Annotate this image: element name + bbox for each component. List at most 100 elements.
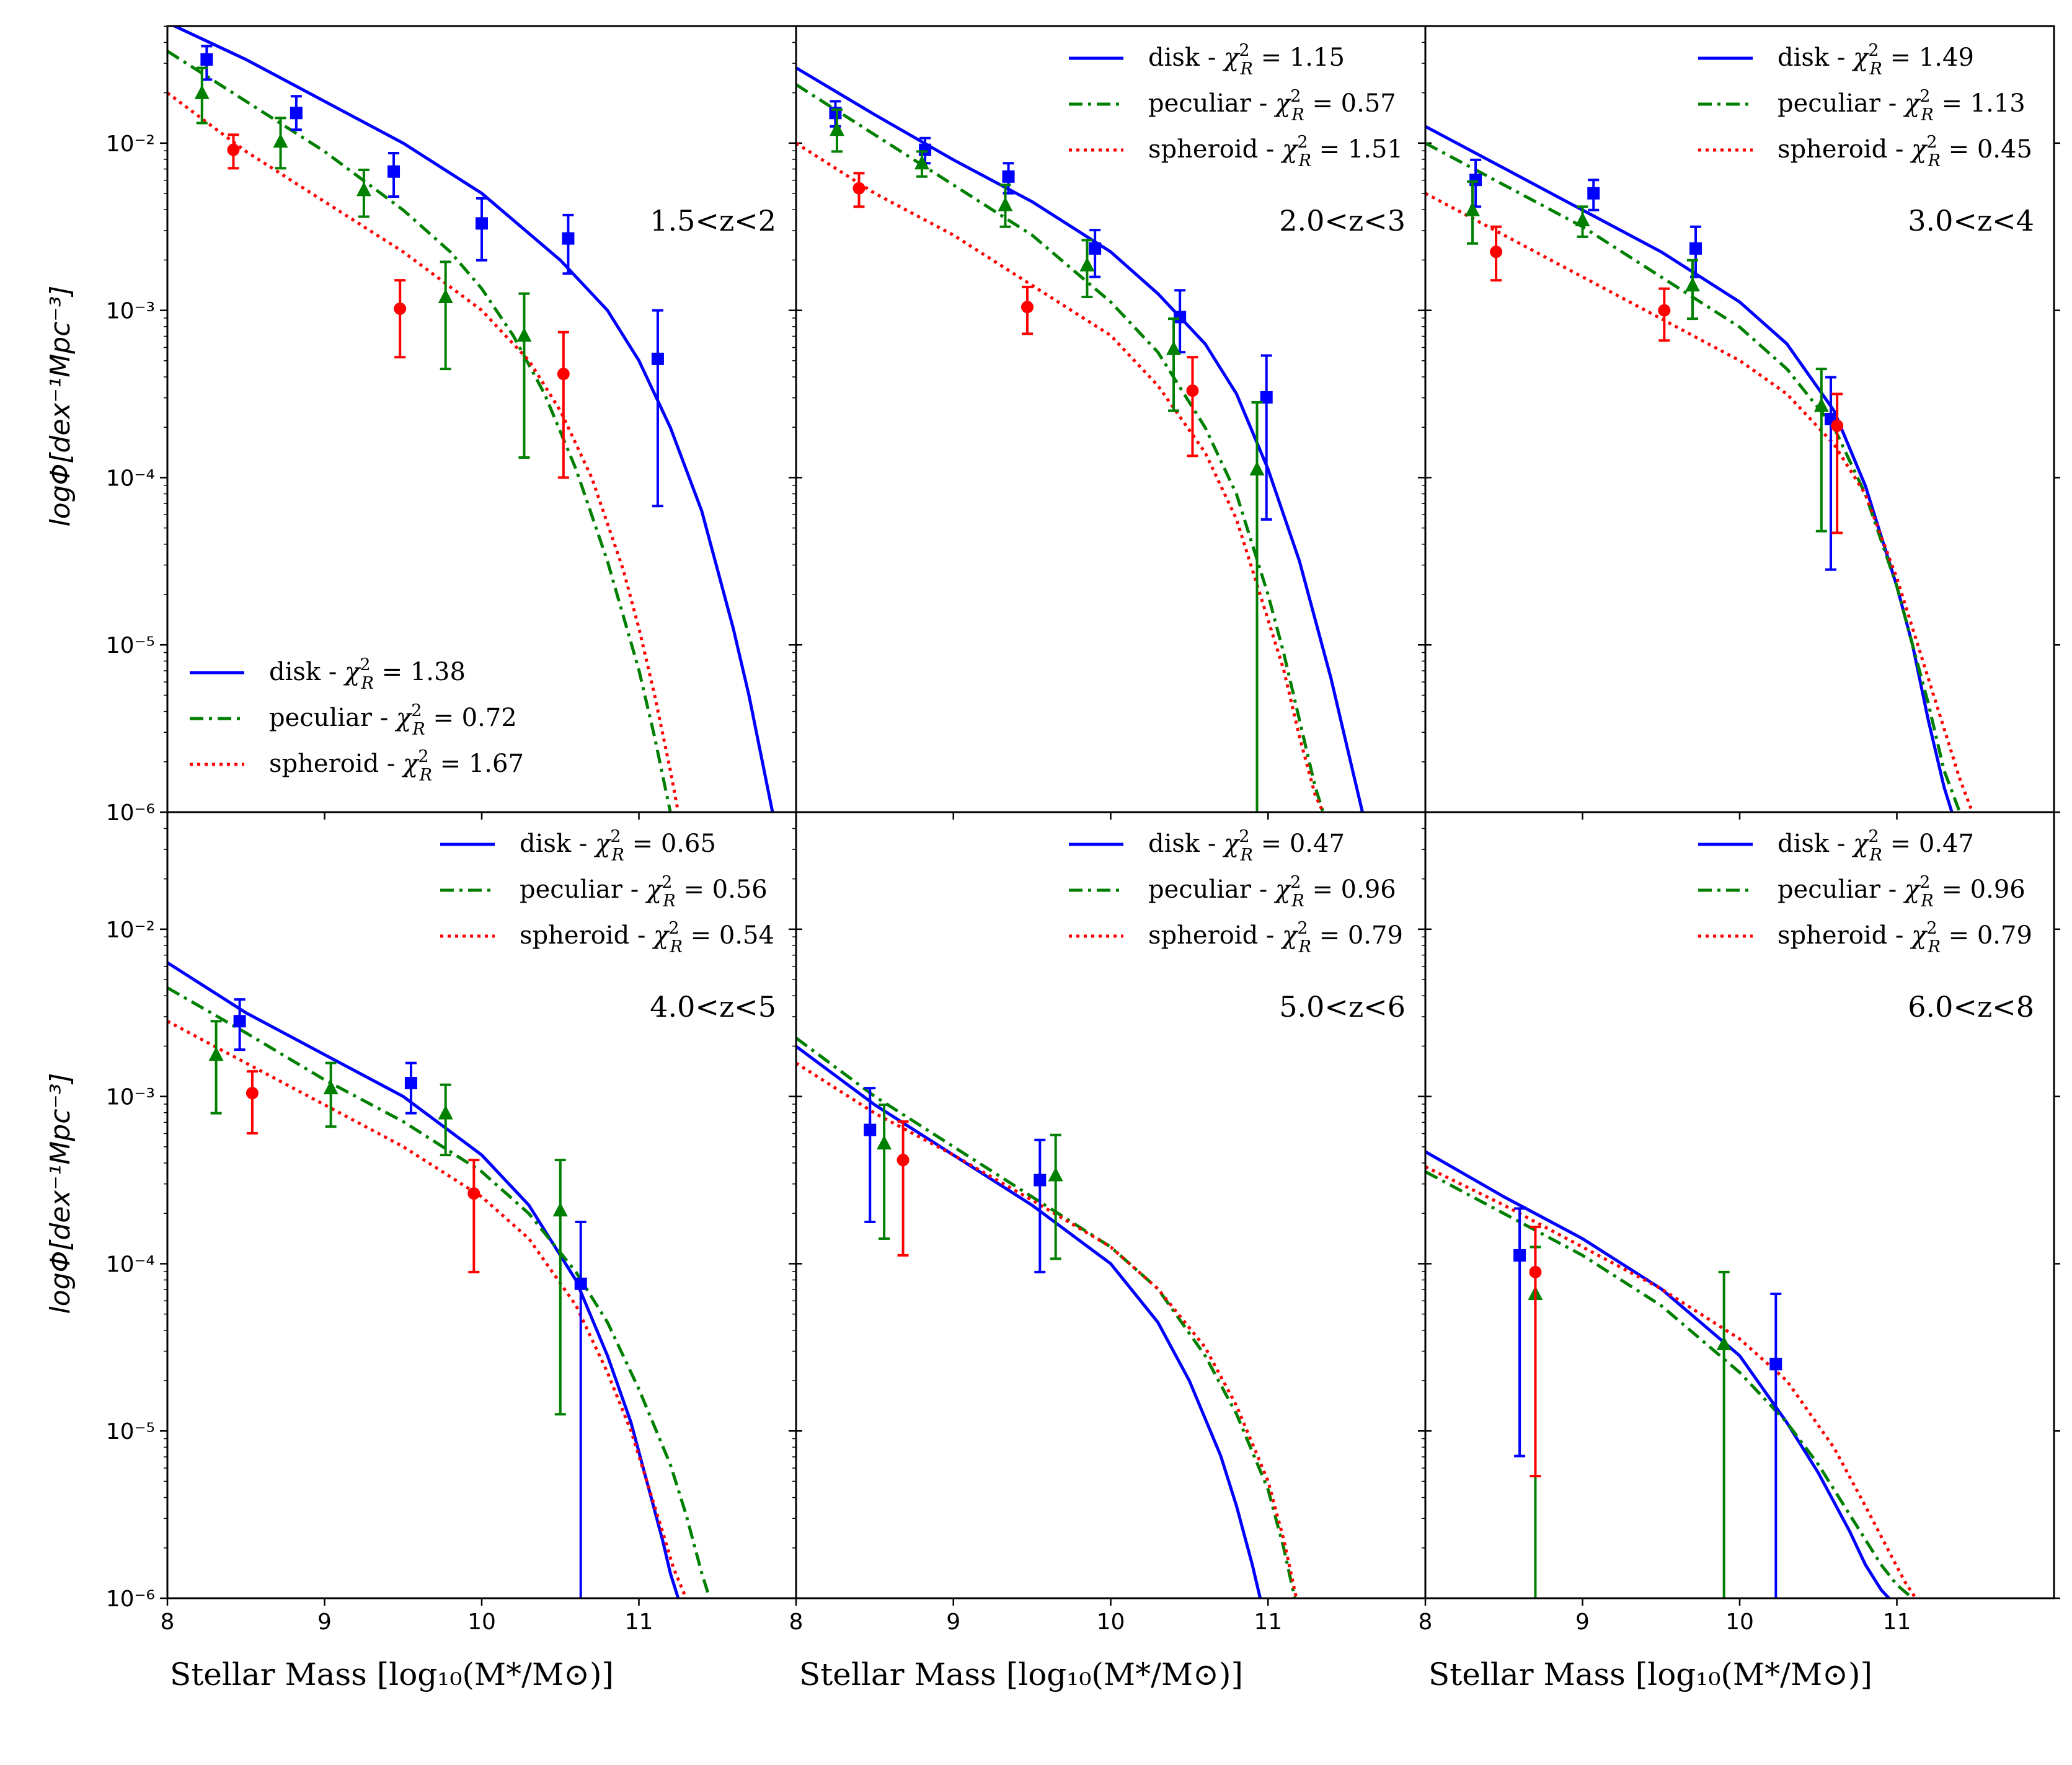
- peculiar-point: [1465, 201, 1481, 216]
- peculiar-point: [1166, 340, 1181, 355]
- spheroid-point: [394, 302, 407, 315]
- disk-point: [1260, 391, 1273, 404]
- x-tick-label: 10: [467, 1609, 496, 1635]
- peculiar-point: [552, 1202, 568, 1217]
- peculiar-curve: [1425, 1170, 1914, 1598]
- peculiar-point: [829, 122, 844, 136]
- panel-p3: 3.0<z<4 disk - χ2 R = 1.49 peculiar - χ2 R =…: [1418, 25, 2060, 820]
- x-tick-label: 8: [789, 1609, 804, 1635]
- legend-label-peculiar: peculiar - χ2 R = 1.13: [1778, 87, 2026, 125]
- y-axis-label-bottom: logΦ[dex⁻¹Mpc⁻³]: [45, 1073, 76, 1314]
- peculiar-point: [323, 1080, 339, 1095]
- spheroid-point: [852, 182, 866, 195]
- panels: 10⁻⁶ 10⁻⁵ 10⁻⁴ 10⁻³ 10⁻² 1.5<z<2 disk - χ2 R = …: [106, 25, 2060, 1635]
- curves: [796, 1037, 1298, 1598]
- spheroid-point: [467, 1187, 480, 1200]
- legend-label-peculiar: peculiar - χ2 R = 0.56: [520, 873, 768, 911]
- spheroid-point: [557, 368, 570, 381]
- peculiar-point: [194, 84, 210, 99]
- disk-point: [233, 1015, 246, 1028]
- redshift-label: 1.5<z<2: [650, 204, 776, 237]
- panel-p1: 10⁻⁶ 10⁻⁵ 10⁻⁴ 10⁻³ 10⁻² 1.5<z<2 disk - χ2 R = …: [106, 25, 802, 826]
- redshift-label: 3.0<z<4: [1908, 204, 2034, 237]
- spheroid-point: [246, 1087, 259, 1100]
- curves: [167, 961, 711, 1598]
- spheroid-point: [1831, 419, 1844, 432]
- peculiar-point: [1048, 1167, 1063, 1182]
- peculiar-point: [1249, 461, 1265, 476]
- x-tick-label: 9: [1575, 1609, 1590, 1635]
- x-tick-label: 11: [1254, 1609, 1282, 1635]
- redshift-label: 5.0<z<6: [1279, 990, 1406, 1024]
- y-tick-label: 10⁻⁴: [106, 1252, 155, 1277]
- spheroid-curve: [796, 1061, 1298, 1598]
- spheroid-curve: [167, 1019, 688, 1598]
- disk-point: [476, 217, 488, 230]
- axes-frame: [166, 25, 797, 813]
- y-tick-label: 10⁻²: [106, 131, 155, 157]
- disk-curve: [170, 26, 774, 812]
- disk-curve: [796, 66, 1364, 812]
- disk-curve: [1425, 1150, 1890, 1598]
- curves: [796, 66, 1364, 812]
- legend-label-spheroid: spheroid - χ2 R = 0.79: [1148, 919, 1403, 957]
- peculiar-curve: [796, 83, 1325, 812]
- y-tick-label: 10⁻⁵: [106, 633, 155, 658]
- spheroid-curve: [796, 141, 1325, 812]
- legend-label-disk: disk - χ2 R = 1.15: [1148, 41, 1345, 79]
- legend-label-disk: disk - χ2 R = 1.38: [269, 655, 466, 693]
- disk-point: [651, 352, 664, 365]
- legend-label-peculiar: peculiar - χ2 R = 0.72: [269, 701, 517, 739]
- y-tick-label: 10⁻⁴: [106, 466, 155, 491]
- disk-point: [1689, 242, 1702, 255]
- x-tick-label: 8: [161, 1609, 175, 1635]
- spheroid-point: [1658, 304, 1671, 317]
- panel-p6: 8 9 10 11 6.0<z<8 disk - χ2 R = 0.47 peculiar -…: [1418, 811, 2060, 1635]
- peculiar-point: [877, 1135, 892, 1150]
- disk-point: [200, 53, 213, 66]
- disk-point: [290, 107, 303, 120]
- y-axis-label-top: logΦ[dex⁻¹Mpc⁻³]: [45, 286, 76, 527]
- spheroid-point: [227, 143, 240, 156]
- legend-label-spheroid: spheroid - χ2 R = 0.54: [520, 919, 774, 957]
- peculiar-point: [438, 289, 453, 304]
- peculiar-curve: [167, 50, 672, 812]
- redshift-label: 6.0<z<8: [1908, 990, 2034, 1024]
- y-tick-label: 10⁻⁶: [106, 800, 155, 826]
- legend-label-peculiar: peculiar - χ2 R = 0.96: [1778, 873, 2026, 911]
- y-tick-label: 10⁻²: [106, 918, 155, 943]
- legend-label-peculiar: peculiar - χ2 R = 0.57: [1148, 87, 1396, 125]
- peculiar-point: [1575, 211, 1590, 226]
- x-axis-label-left: Stellar Mass [log₁₀(M*/M⊙)]: [170, 1657, 614, 1692]
- y-tick-label: 10⁻⁵: [106, 1419, 155, 1444]
- legend-label-disk: disk - χ2 R = 0.65: [520, 827, 716, 865]
- curves: [1425, 1150, 1917, 1598]
- peculiar-point: [273, 133, 288, 148]
- disk-point: [1769, 1358, 1782, 1371]
- curves: [1425, 125, 1974, 812]
- spheroid-curve: [1425, 192, 1974, 812]
- peculiar-point: [1079, 257, 1095, 272]
- x-tick-label: 11: [1883, 1609, 1911, 1635]
- disk-curve: [1425, 125, 1954, 812]
- disk-curve: [167, 961, 680, 1598]
- spheroid-point: [897, 1154, 910, 1167]
- peculiar-point: [1813, 397, 1829, 412]
- peculiar-point: [438, 1105, 453, 1120]
- disk-point: [864, 1123, 877, 1136]
- legend-label-disk: disk - χ2 R = 0.47: [1148, 827, 1345, 865]
- curves: [167, 26, 774, 812]
- disk-point: [1089, 242, 1102, 255]
- disk-point: [1034, 1174, 1047, 1187]
- x-tick-label: 9: [946, 1609, 960, 1635]
- legend-label-peculiar: peculiar - χ2 R = 0.96: [1148, 873, 1396, 911]
- y-tick-label: 10⁻³: [106, 1085, 155, 1110]
- y-tick-label: 10⁻³: [106, 299, 155, 324]
- spheroid-point: [1186, 384, 1199, 397]
- peculiar-point: [516, 327, 532, 342]
- redshift-label: 4.0<z<5: [650, 990, 776, 1024]
- legend-label-disk: disk - χ2 R = 0.47: [1778, 827, 1974, 865]
- peculiar-point: [1685, 277, 1700, 292]
- x-tick-label: 11: [625, 1609, 653, 1635]
